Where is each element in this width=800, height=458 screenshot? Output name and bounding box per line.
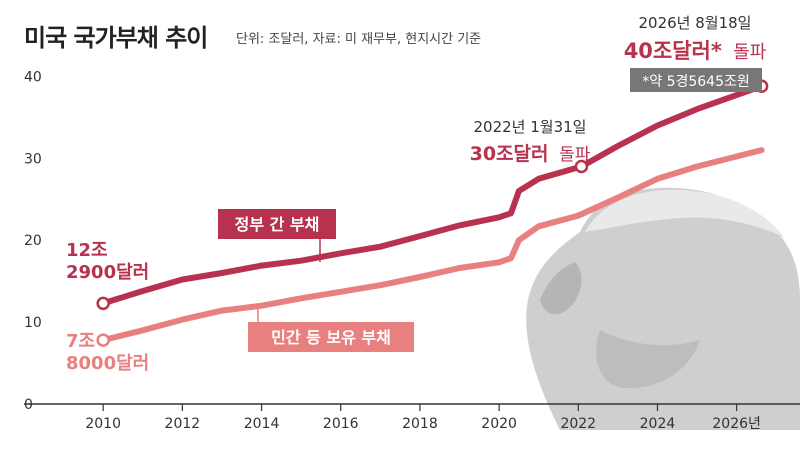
milestone-2026-value: 40조달러* <box>624 39 722 63</box>
series-marker <box>574 159 589 174</box>
priv-series-label-box <box>248 322 414 352</box>
x-tick-label: 2012 <box>165 416 201 432</box>
x-axis: 2010 2012 2014 2016 2018 2020 2022 2024 2026년 <box>24 403 800 432</box>
y-tick-label: 10 <box>24 315 42 331</box>
x-tick-label: 2010 <box>85 416 121 432</box>
gov-series-label: 정부 간 부채 <box>235 215 320 234</box>
milestone-2022-value-text: 30조달러 돌파 <box>470 143 591 165</box>
milestone-2022-value: 30조달러 <box>470 143 549 165</box>
milestone-2026-note: *약 5경5645조원 <box>642 74 750 90</box>
y-tick-label: 0 <box>24 397 33 413</box>
start-priv-value-line2: 8000달러 <box>66 353 149 374</box>
milestone-2026-date: 2026년 8월18일 <box>639 14 752 32</box>
series-lines <box>100 83 765 344</box>
chart-title: 미국 국가부채 추이 <box>24 24 208 52</box>
y-tick-label: 30 <box>24 151 42 167</box>
priv-series-label: 민간 등 보유 부채 <box>271 328 391 347</box>
milestone-2022-suffix: 돌파 <box>559 145 591 165</box>
y-tick-label: 20 <box>24 233 42 249</box>
series-marker <box>96 296 110 311</box>
milestone-2026-value-text: 40조달러* 돌파 <box>624 39 767 63</box>
start-gov-value-line2: 2900달러 <box>66 262 149 283</box>
portrait-silhouette <box>526 187 800 430</box>
x-tick-label: 2016 <box>323 416 359 432</box>
start-priv-value-line1: 7조 <box>66 331 95 352</box>
y-tick-label: 40 <box>24 69 42 85</box>
x-tick-label: 2022 <box>560 416 596 432</box>
gov-debt-line <box>100 83 765 307</box>
gov-series-label-box <box>218 209 336 239</box>
chart-subtitle: 단위: 조달러, 자료: 미 재무부, 현지시간 기준 <box>236 32 482 47</box>
x-tick-label: 2024 <box>640 416 676 432</box>
private-debt-line <box>100 147 765 344</box>
start-gov-value-line1: 12조 <box>66 240 108 261</box>
x-tick-label: 2014 <box>244 416 280 432</box>
milestone-2026-suffix: 돌파 <box>733 42 767 63</box>
series-marker <box>96 333 110 347</box>
milestone-2026-note-box <box>630 68 762 92</box>
x-tick-label: 2020 <box>481 416 517 432</box>
y-axis-tick-labels: 0 10 20 30 40 <box>24 69 42 413</box>
x-tick-label: 2026년 <box>712 416 761 432</box>
x-tick-label: 2018 <box>402 416 438 432</box>
milestone-2022-date: 2022년 1월31일 <box>474 118 587 136</box>
